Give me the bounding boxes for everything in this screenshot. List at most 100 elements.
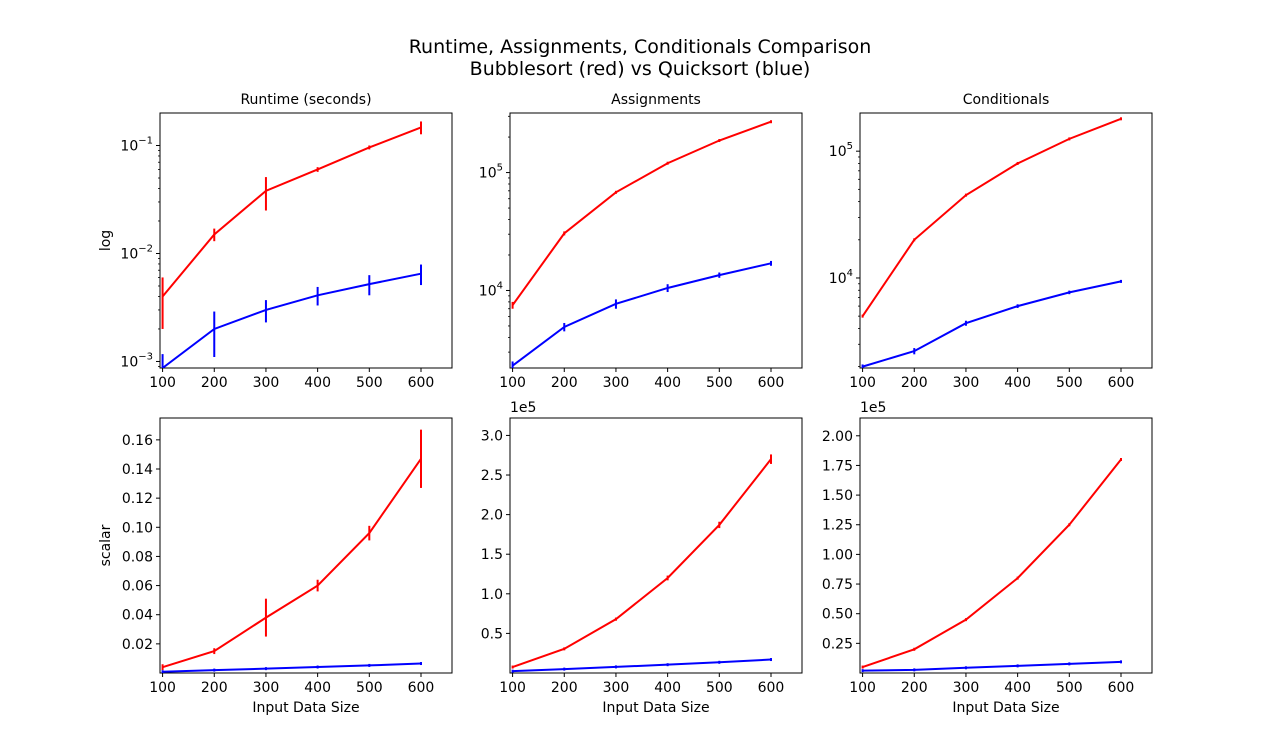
y-tick-label: 1.5 (481, 547, 503, 563)
y-tick-label: 10−3 (120, 351, 153, 370)
y-tick-label: 0.08 (122, 549, 153, 565)
y-tick-label: 2.0 (481, 508, 503, 524)
x-axis-label: Input Data Size (252, 700, 359, 716)
series-1 (161, 264, 422, 368)
x-tick-label: 100 (149, 375, 176, 391)
subplot-conditionals-scalar: 100 200 300 400 500 600 0.25 0.50 0.75 1.00 1.25 1.… (822, 400, 1153, 716)
y-offset-text: 1e5 (510, 400, 536, 416)
figure-title-line2: Bubblesort (red) vs Quicksort (blue) (470, 58, 811, 80)
subplot-runtime-scalar: 100 200 300 400 500 600 0.02 0.04 0.06 0.08 0.10 0.… (98, 417, 453, 716)
axes-frame (859, 417, 1153, 674)
x-tick-label: 200 (901, 680, 928, 696)
x-axis-label: Input Data Size (952, 700, 1059, 716)
y-tick-label: 0.50 (822, 607, 853, 623)
y-tick-label: 0.02 (122, 637, 153, 653)
series-0 (161, 121, 422, 329)
series-line (862, 280, 1122, 368)
x-tick-label: 200 (551, 680, 578, 696)
x-tick-label: 600 (408, 680, 435, 696)
subplot-title: Runtime (seconds) (240, 92, 371, 108)
y-tick-label: 10−2 (120, 243, 153, 262)
x-tick-label: 200 (201, 680, 228, 696)
y-tick-label: 104 (479, 280, 503, 299)
y-offset-text: 1e5 (860, 400, 886, 416)
x-tick-label: 600 (758, 375, 785, 391)
x-tick-label: 600 (758, 680, 785, 696)
y-tick-label: 1.50 (822, 488, 853, 504)
plot-area (861, 458, 1122, 673)
x-tick-label: 500 (706, 680, 733, 696)
series-line (511, 120, 772, 306)
x-tick-label: 400 (654, 375, 681, 391)
y-axis-label: log (98, 230, 114, 251)
x-tick-label: 300 (253, 375, 280, 391)
x-tick-label: 300 (603, 375, 630, 391)
y-tick-label: 0.12 (122, 491, 153, 507)
axes-frame (509, 112, 803, 369)
x-tick-label: 100 (849, 680, 876, 696)
series-line (162, 458, 422, 669)
y-tick-label: 105 (479, 163, 503, 182)
x-tick-label: 200 (901, 375, 928, 391)
x-tick-label: 400 (1004, 680, 1031, 696)
series-1 (511, 260, 772, 368)
x-tick-label: 500 (356, 375, 383, 391)
subplot-grid: Runtime (seconds) 100 200 300 400 500 600 10−3 1… (98, 92, 1153, 716)
x-tick-label: 300 (953, 680, 980, 696)
series-line (162, 662, 422, 673)
series-line (512, 658, 772, 673)
y-tick-label: 1.75 (822, 458, 853, 474)
y-tick-label: 104 (829, 268, 853, 287)
x-tick-label: 100 (499, 680, 526, 696)
series-0 (861, 458, 1122, 669)
y-tick-label: 0.75 (822, 577, 853, 593)
plot-area (861, 117, 1122, 368)
plot-area (161, 429, 422, 673)
plot-area (161, 121, 422, 368)
y-tick-label: 1.0 (481, 587, 503, 603)
x-tick-label: 100 (499, 375, 526, 391)
x-tick-label: 600 (1108, 375, 1135, 391)
y-tick-label: 105 (829, 141, 853, 160)
x-tick-label: 100 (149, 680, 176, 696)
series-0 (511, 454, 772, 669)
y-tick-label: 10−1 (120, 136, 153, 155)
series-1 (161, 662, 422, 673)
x-tick-label: 300 (253, 680, 280, 696)
series-line (161, 272, 422, 368)
y-axis-label: scalar (98, 524, 114, 566)
x-tick-label: 400 (1004, 375, 1031, 391)
x-axis-label: Input Data Size (602, 700, 709, 716)
series-line (512, 458, 772, 669)
series-0 (511, 120, 772, 309)
series-line (511, 262, 772, 367)
series-0 (861, 117, 1122, 318)
x-tick-label: 400 (304, 375, 331, 391)
subplot-title: Conditionals (963, 92, 1050, 108)
x-tick-label: 600 (408, 375, 435, 391)
subplot-assignments-log: Assignments 100 200 300 400 500 600 104 105 (479, 92, 803, 391)
y-tick-label: 2.5 (481, 468, 503, 484)
x-tick-label: 200 (201, 375, 228, 391)
axes-frame (159, 112, 453, 369)
axes-frame (159, 417, 453, 674)
series-line (862, 660, 1122, 672)
y-tick-label: 2.00 (822, 429, 853, 445)
subplot-conditionals-log: Conditionals 100 200 300 400 500 600 104 105 (829, 92, 1153, 391)
series-line (862, 458, 1122, 669)
series-line (861, 117, 1122, 317)
y-tick-label: 0.10 (122, 520, 153, 536)
x-tick-label: 500 (1056, 375, 1083, 391)
x-tick-label: 500 (706, 375, 733, 391)
series-0 (161, 429, 422, 671)
y-tick-label: 3.0 (481, 428, 503, 444)
series-line (161, 126, 422, 298)
axes-frame (859, 112, 1153, 369)
x-tick-label: 300 (953, 375, 980, 391)
y-tick-label: 0.16 (122, 433, 153, 449)
subplot-assignments-scalar: 100 200 300 400 500 600 0.5 1.0 1.5 2.0 2.5 3.0 1e5 I… (481, 400, 803, 716)
axes-frame (509, 417, 803, 674)
series-1 (511, 658, 772, 673)
x-tick-label: 400 (654, 680, 681, 696)
